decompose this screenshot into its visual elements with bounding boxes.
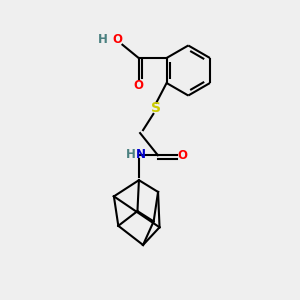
Text: O: O (178, 149, 188, 162)
Text: O: O (134, 79, 144, 92)
Text: N: N (136, 148, 146, 161)
Text: O: O (112, 33, 122, 46)
Text: H: H (98, 33, 108, 46)
Text: H: H (126, 148, 136, 161)
Text: S: S (151, 101, 161, 115)
